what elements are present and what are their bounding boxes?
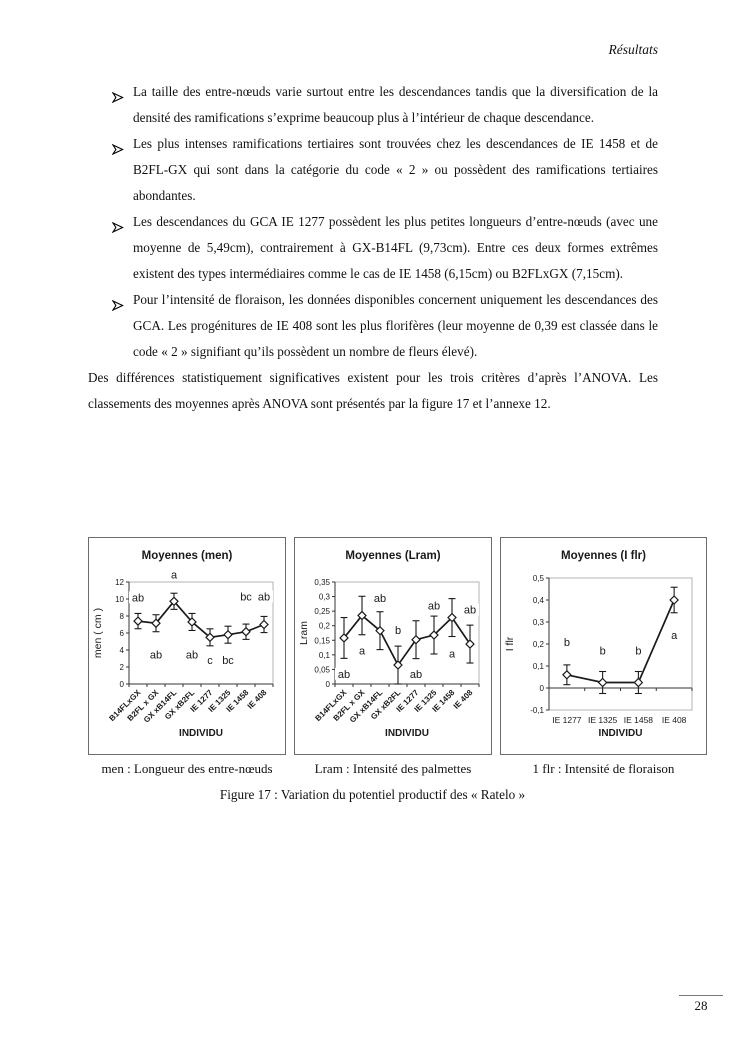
svg-text:b: b [395,625,401,637]
svg-text:0: 0 [120,680,125,689]
svg-text:a: a [359,645,366,657]
svg-text:2: 2 [120,663,125,672]
svg-text:ab: ab [374,593,386,605]
bullet-item: La taille des entre-nœuds varie surtout … [88,79,658,131]
chart-svg: Moyennes (I flr) -0,1 0 0,1 0,2 0,3 0,4 0,5 b b b a… [504,550,693,739]
svg-text:0,4: 0,4 [533,596,545,605]
figure-caption: Figure 17 : Variation du potentiel produ… [219,787,526,802]
svg-text:INDIVIDU: INDIVIDU [599,728,643,739]
figure-17-charts: Moyennes (men) 0 2 4 6 8 10 12 ab ab a ab c bc bc ab B14… [88,537,707,755]
running-header: Résultats [608,42,659,57]
svg-text:0,3: 0,3 [319,593,331,602]
chart-svg: Moyennes (Lram) 0 0,05 0,1 0,15 0,2 0,25 0,3 0,3… [298,550,480,739]
svg-text:ab: ab [338,669,350,681]
legend-note-lram: Lram : Intensité des palmettes [314,761,472,776]
svg-text:ab: ab [410,669,422,681]
bullet-arrow-icon [111,86,124,104]
svg-text:c: c [207,655,213,667]
svg-text:Moyennes (Lram): Moyennes (Lram) [345,550,440,562]
svg-text:0,2: 0,2 [533,640,545,649]
chart-moyennes-iflr: Moyennes (I flr) -0,1 0 0,1 0,2 0,3 0,4 0,5 b b b a… [500,537,707,755]
svg-text:b: b [600,646,606,658]
svg-text:0,2: 0,2 [319,622,331,631]
page-number: 28 [694,998,708,1013]
legend-note-men: men : Longueur des entre-nœuds [101,761,273,776]
svg-text:0,1: 0,1 [533,662,545,671]
svg-text:bc: bc [222,655,234,667]
footer-divider [679,995,723,996]
svg-text:-0,1: -0,1 [530,706,544,715]
svg-text:a: a [671,630,678,642]
legend-note-iflr: 1 flr : Intensité de floraison [532,761,675,776]
svg-text:ab: ab [132,592,144,604]
svg-text:ab: ab [428,600,440,612]
svg-text:4: 4 [120,646,125,655]
chart-moyennes-men: Moyennes (men) 0 2 4 6 8 10 12 ab ab a ab c bc bc ab B14… [88,537,286,755]
svg-text:I flr: I flr [504,636,516,651]
svg-text:6: 6 [120,629,125,638]
svg-text:Lram: Lram [298,621,310,645]
svg-text:bc: bc [240,591,252,603]
svg-text:b: b [635,646,641,658]
svg-text:8: 8 [120,612,125,621]
svg-text:0: 0 [540,684,545,693]
svg-text:0,5: 0,5 [533,574,545,583]
bullet-text: Pour l’intensité de floraison, les donné… [133,292,658,359]
bullet-arrow-icon [111,294,124,312]
svg-text:a: a [449,648,456,660]
svg-text:Moyennes (I flr): Moyennes (I flr) [561,550,646,562]
svg-text:12: 12 [115,578,124,587]
svg-text:Moyennes (men): Moyennes (men) [142,550,233,562]
svg-text:ab: ab [258,591,270,603]
figure-legend-notes: men : Longueur des entre-nœuds Lram : In… [88,761,707,777]
svg-text:0,3: 0,3 [533,618,545,627]
svg-text:IE 1325: IE 1325 [588,715,618,725]
svg-text:b: b [564,637,570,649]
svg-text:IE 1277: IE 1277 [552,715,582,725]
bullet-text: Les descendances du GCA IE 1277 possèden… [133,214,658,281]
body-text: La taille des entre-nœuds varie surtout … [88,79,658,417]
bullet-text: Les plus intenses ramifications tertiair… [133,136,658,203]
svg-text:INDIVIDU: INDIVIDU [179,728,223,739]
bullet-item: Les descendances du GCA IE 1277 possèden… [88,209,658,287]
bullet-arrow-icon [111,216,124,234]
svg-text:0,05: 0,05 [314,665,330,674]
bullet-item: Les plus intenses ramifications tertiair… [88,131,658,209]
svg-text:IE 1458: IE 1458 [624,715,654,725]
svg-text:ab: ab [186,649,198,661]
svg-text:INDIVIDU: INDIVIDU [385,728,429,739]
svg-text:0: 0 [326,680,331,689]
bullet-arrow-icon [111,138,124,156]
closing-paragraph: Des différences statistiquement signific… [88,370,658,411]
chart-moyennes-lram: Moyennes (Lram) 0 0,05 0,1 0,15 0,2 0,25 0,3 0,3… [294,537,492,755]
svg-text:0,35: 0,35 [314,578,330,587]
svg-text:IE 408: IE 408 [452,688,475,711]
bullet-item: Pour l’intensité de floraison, les donné… [88,287,658,365]
svg-text:0,1: 0,1 [319,651,331,660]
svg-text:10: 10 [115,595,124,604]
bullet-text: La taille des entre-nœuds varie surtout … [133,84,658,125]
svg-text:a: a [171,569,178,581]
svg-text:ab: ab [150,649,162,661]
svg-text:IE 408: IE 408 [662,715,687,725]
svg-text:men ( cm ): men ( cm ) [92,608,104,658]
svg-text:ab: ab [464,605,476,617]
svg-text:0,25: 0,25 [314,607,330,616]
svg-text:0,15: 0,15 [314,636,330,645]
svg-text:IE 408: IE 408 [246,688,269,711]
